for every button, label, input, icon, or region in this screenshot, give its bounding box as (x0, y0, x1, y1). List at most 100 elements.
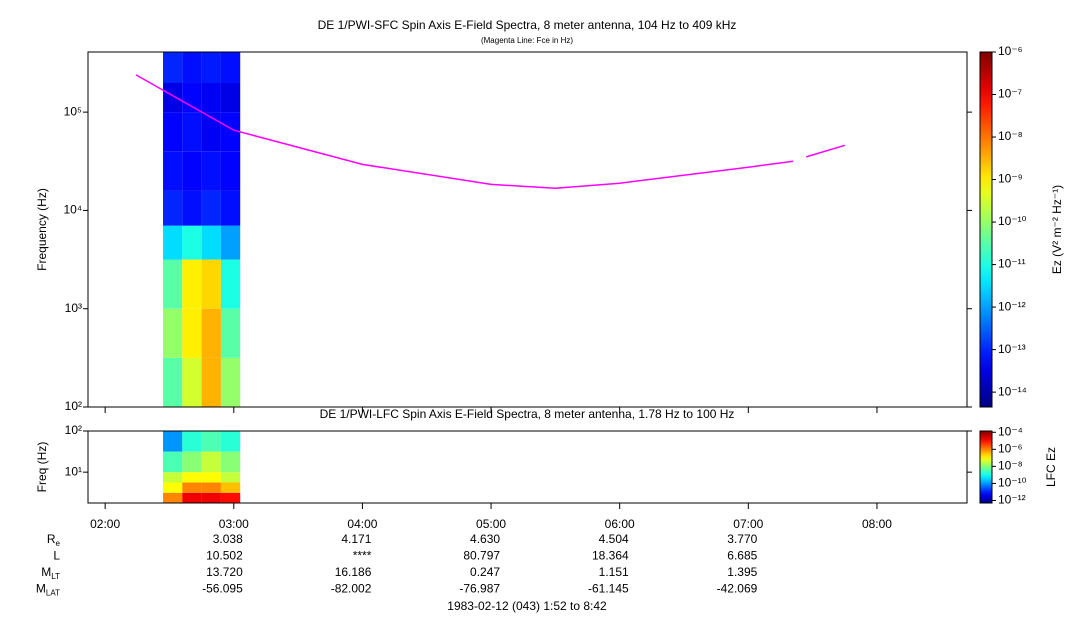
colorbar-tick-label: 10⁻¹¹ (998, 257, 1026, 271)
ephemeris-label: Re (47, 532, 61, 548)
footer: 1983-02-12 (043) 1:52 to 8:42 (447, 599, 607, 613)
heatmap-cell (201, 308, 221, 358)
colorbar-tick-label: 10⁻⁹ (998, 172, 1023, 186)
ephemeris-label: MLT (41, 565, 60, 581)
colorbar-tick-label: 10⁻⁴ (998, 424, 1023, 438)
y-tick-label: 10² (65, 399, 82, 413)
ephemeris-label-sub: LAT (46, 589, 60, 598)
heatmap-cell (163, 151, 183, 191)
ephemeris-label-sub: LT (51, 572, 60, 581)
chart-title: DE 1/PWI-LFC Spin Axis E-Field Spectra, … (320, 407, 735, 421)
x-tick-label: 07:00 (733, 517, 763, 531)
heatmap-cell (182, 308, 202, 358)
ephemeris-value: 4.171 (341, 532, 371, 546)
ephemeris-label-main: M (36, 582, 46, 596)
heatmap-cell (220, 492, 241, 503)
heatmap-cell (163, 112, 183, 152)
plot-frame (87, 51, 968, 408)
heatmap-cell (182, 357, 202, 407)
ephemeris-value: 0.247 (470, 565, 500, 579)
heatmap-cell (163, 451, 183, 473)
ephemeris-value: -42.069 (717, 582, 758, 596)
colorbar-tick-label: 10⁻¹⁰ (998, 476, 1027, 490)
ephemeris-value: 3.038 (213, 532, 243, 546)
ephemeris-value: -82.002 (331, 582, 372, 596)
colorbar-tick-label: 10⁻⁷ (998, 87, 1022, 101)
colorbar-label: Ez (V² m⁻² Hz⁻¹) (1050, 185, 1064, 274)
colorbar (979, 430, 993, 504)
heatmap-cell (163, 225, 183, 260)
heatmap-cell (201, 259, 221, 309)
colorbar-tick-label: 10⁻⁶ (998, 441, 1023, 455)
heatmap-cell (182, 492, 202, 503)
y-tick-label: 10¹ (65, 464, 82, 478)
heatmap-cell (220, 431, 241, 452)
colorbar-tick-label: 10⁻⁶ (998, 44, 1023, 58)
colorbar-tick-label: 10⁻¹³ (998, 342, 1026, 356)
heatmap-cell (220, 472, 241, 483)
heatmap-cell (163, 357, 183, 407)
ephemeris-value: 4.504 (599, 532, 629, 546)
ephemeris-value: 18.364 (592, 549, 629, 563)
heatmap-cell (182, 112, 202, 152)
heatmap-cell (220, 52, 241, 83)
chart-subtitle: (Magenta Line: Fce in Hz) (481, 36, 573, 45)
heatmap-cell (201, 492, 221, 503)
heatmap-cell (201, 190, 221, 226)
heatmap-cell (201, 52, 221, 83)
colorbar (979, 51, 993, 408)
ephemeris-value: 1.151 (599, 565, 629, 579)
heatmap-cell (220, 451, 241, 473)
heatmap-cell (182, 151, 202, 191)
x-tick-label: 06:00 (605, 517, 635, 531)
y-axis-label: Freq (Hz) (35, 442, 49, 493)
heatmap-cell (182, 82, 202, 113)
ephemeris-value: 1.395 (727, 565, 757, 579)
ephemeris-label-main: L (53, 549, 60, 563)
x-tick-label: 03:00 (219, 517, 249, 531)
heatmap-cell (201, 225, 221, 260)
ephemeris-label-main: M (41, 565, 51, 579)
y-tick-label: 10⁵ (64, 104, 82, 118)
x-tick-label: 02:00 (90, 517, 120, 531)
heatmap-cell (182, 482, 202, 493)
ephemeris-label: MLAT (36, 582, 60, 598)
ephemeris-value: -56.095 (202, 582, 243, 596)
plot-frame (87, 430, 968, 504)
heatmap-cell (163, 431, 183, 452)
ephemeris-label-sub: e (56, 539, 61, 548)
heatmap-cell (163, 190, 183, 226)
colorbar-tick-label: 10⁻⁸ (998, 459, 1023, 473)
heatmap-cell (201, 151, 221, 191)
y-axis-label: Frequency (Hz) (35, 188, 49, 271)
heatmap-cell (182, 259, 202, 309)
heatmap-cell (163, 259, 183, 309)
fce-line (135, 74, 846, 190)
ephemeris-value: -76.987 (459, 582, 500, 596)
x-tick-label: 08:00 (862, 517, 892, 531)
y-tick-label: 10³ (65, 301, 82, 315)
x-tick-label: 05:00 (476, 517, 506, 531)
heatmap-cell (163, 82, 183, 113)
ephemeris-value: -61.145 (588, 582, 629, 596)
heatmap-cell (182, 225, 202, 260)
heatmap-cell (163, 52, 183, 83)
heatmap-cell (220, 112, 241, 152)
heatmap-cell (182, 451, 202, 473)
heatmap-cell (201, 482, 221, 493)
heatmap-cell (220, 225, 241, 260)
colorbar-tick-label: 10⁻¹⁴ (998, 384, 1027, 398)
colorbar-label: LFC Ez (1044, 447, 1058, 487)
colorbar-tick-label: 10⁻¹⁰ (998, 214, 1027, 228)
ephemeris-value: **** (353, 549, 372, 563)
heatmap-cell (182, 431, 202, 452)
heatmap-cell (201, 472, 221, 483)
ephemeris-label: L (53, 549, 60, 563)
heatmap-cell (201, 431, 221, 452)
ephemeris-value: 80.797 (463, 549, 500, 563)
ephemeris-value: 13.720 (206, 565, 243, 579)
heatmap-cell (220, 190, 241, 226)
colorbar-tick-label: 10⁻¹² (998, 493, 1026, 507)
y-tick-label: 10⁴ (63, 203, 82, 217)
